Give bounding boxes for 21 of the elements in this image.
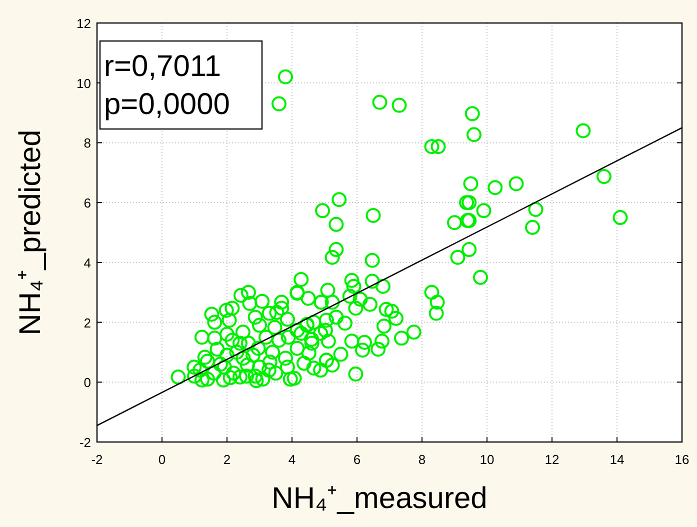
y-tick-label: 10 <box>76 76 91 91</box>
x-tick-label: 14 <box>610 452 624 467</box>
x-tick-label: 8 <box>418 452 426 467</box>
y-axis-title: NH₄⁺_predicted <box>14 130 47 336</box>
y-tick-label: 6 <box>84 196 91 211</box>
x-tick-label: 2 <box>223 452 231 467</box>
x-tick-label: 4 <box>288 452 296 467</box>
x-tick-label: 10 <box>480 452 494 467</box>
x-axis-title: NH₄⁺_measured <box>272 482 488 515</box>
x-tick-label: 12 <box>544 452 560 467</box>
x-tick-label: 6 <box>353 452 361 467</box>
y-tick-label: 4 <box>84 255 91 270</box>
annotation: r=0,7011 <box>104 50 222 83</box>
y-tick-label: 12 <box>76 16 91 31</box>
y-tick-label: 8 <box>84 136 91 151</box>
annotation: p=0,0000 <box>104 88 230 121</box>
x-tick-label: 16 <box>674 452 690 467</box>
y-tick-label: 0 <box>84 375 91 390</box>
x-tick-label: 0 <box>158 452 166 467</box>
y-tick-label: 2 <box>84 315 91 330</box>
y-tick-label: -2 <box>79 435 91 450</box>
